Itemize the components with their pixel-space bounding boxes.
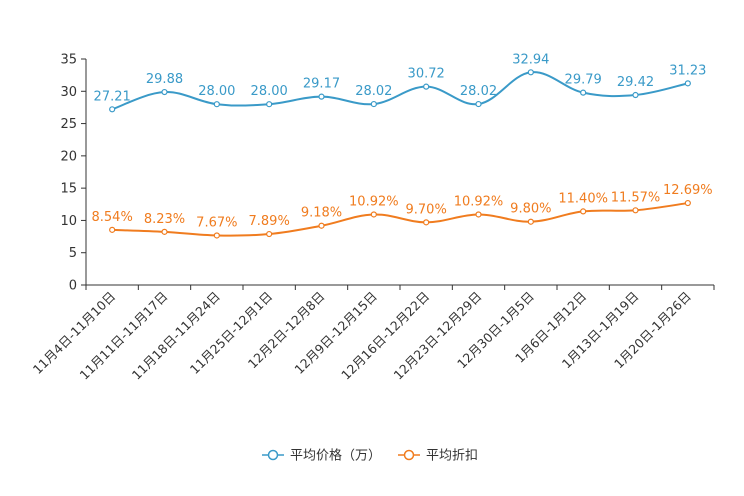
x-tick-label: 12月16日-12月22日 <box>338 289 432 383</box>
y-tick-label: 25 <box>60 117 77 132</box>
data-point <box>213 101 220 108</box>
data-label: 11.57% <box>611 190 661 205</box>
y-tick-label: 35 <box>60 53 77 68</box>
data-point <box>527 218 534 225</box>
data-point <box>266 101 273 108</box>
data-label: 29.42 <box>617 75 654 90</box>
legend-label: 平均折扣 <box>426 449 478 464</box>
data-point <box>161 88 168 96</box>
y-tick-label: 10 <box>60 214 77 229</box>
data-label: 28.02 <box>355 84 392 99</box>
data-point <box>684 199 691 207</box>
data-label: 9.80% <box>510 202 551 217</box>
legend-marker-icon <box>267 449 279 461</box>
data-point <box>475 211 482 218</box>
series-line-1 <box>112 202 688 237</box>
data-point <box>370 100 377 108</box>
data-label: 28.02 <box>460 84 497 99</box>
data-point <box>423 219 430 226</box>
y-tick-label: 15 <box>60 182 77 197</box>
data-point <box>423 83 430 90</box>
data-label: 10.92% <box>454 194 504 209</box>
series-line-0 <box>111 71 689 111</box>
legend-item-0[interactable]: 平均价格（万） <box>262 448 381 464</box>
data-label: 29.79 <box>565 73 602 88</box>
data-point <box>632 207 639 214</box>
data-label: 9.18% <box>301 206 342 221</box>
data-label: 29.17 <box>303 77 340 92</box>
legend-label: 平均价格（万） <box>290 448 381 464</box>
y-tick-label: 0 <box>69 279 77 294</box>
data-label: 10.92% <box>349 194 399 209</box>
data-label: 27.21 <box>94 89 131 104</box>
data-point <box>161 228 168 235</box>
y-tick-label: 20 <box>60 149 77 164</box>
data-point <box>266 230 273 238</box>
data-point <box>109 226 116 233</box>
data-label: 7.67% <box>196 215 237 230</box>
y-tick-label: 30 <box>60 85 77 100</box>
data-label: 32.94 <box>512 52 549 67</box>
data-point <box>580 89 587 96</box>
legend-marker-icon <box>403 449 415 461</box>
data-point <box>580 208 587 215</box>
data-labels: 27.21 29.88 28.00 28.00 29.17 28.02 30.72 28.02… <box>92 52 713 230</box>
data-point <box>632 91 639 99</box>
legend[interactable]: 平均价格（万） 平均折扣 <box>262 448 478 464</box>
y-tick-label: 5 <box>69 246 77 261</box>
data-label: 28.00 <box>198 84 235 99</box>
data-point <box>527 69 534 76</box>
x-tick-label: 11月18日-11月24日 <box>129 289 223 383</box>
series-group <box>109 69 691 239</box>
data-label: 8.54% <box>92 210 133 225</box>
data-label: 12.69% <box>663 183 713 198</box>
data-label: 9.70% <box>406 202 447 217</box>
legend-item-1[interactable]: 平均折扣 <box>398 449 478 464</box>
data-label: 7.89% <box>249 214 290 229</box>
data-point <box>318 93 325 100</box>
data-label: 29.88 <box>146 72 183 87</box>
x-tick-label: 12月23日-12月29日 <box>390 289 484 383</box>
data-point <box>475 100 482 108</box>
data-point <box>213 232 220 239</box>
data-label: 31.23 <box>669 63 706 78</box>
data-label: 30.72 <box>408 67 445 82</box>
x-tick-label: 11月11日-11月17日 <box>76 289 170 383</box>
data-label: 11.40% <box>558 191 608 206</box>
data-point <box>370 211 377 218</box>
data-point <box>318 222 325 229</box>
data-point <box>684 80 691 87</box>
data-point <box>109 106 116 113</box>
data-label: 8.23% <box>144 212 185 227</box>
data-label: 28.00 <box>251 84 288 99</box>
